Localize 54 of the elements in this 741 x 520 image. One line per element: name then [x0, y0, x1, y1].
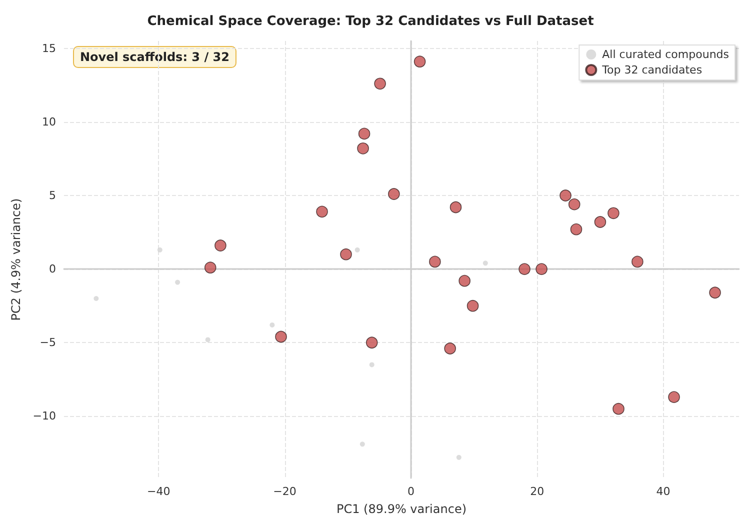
point: [204, 262, 216, 274]
chart-title: Chemical Space Coverage: Top 32 Candidates vs Full Dataset: [147, 14, 594, 29]
y-tick-label: −10: [32, 410, 56, 423]
point: [175, 280, 180, 285]
point: [157, 247, 162, 252]
point: [354, 247, 360, 252]
point: [594, 216, 606, 228]
y-tick-label: 10: [42, 115, 56, 128]
y-tick-label: 5: [49, 188, 56, 202]
point: [374, 78, 386, 90]
point: [340, 248, 352, 260]
x-tick-label: 40: [656, 485, 670, 498]
point: [360, 442, 365, 447]
annotation: Novel scaffolds: 3 / 32: [80, 50, 230, 64]
x-axis-title: PC1 (89.9% variance): [336, 502, 467, 516]
point: [612, 402, 624, 415]
point: [466, 300, 479, 312]
x-tick-label: −40: [147, 485, 170, 498]
point: [536, 263, 548, 275]
y-axis-title: PC2 (4.9% variance): [8, 198, 23, 321]
point: [632, 256, 644, 268]
point: [458, 274, 470, 287]
point: [366, 336, 378, 349]
point: [214, 240, 226, 252]
legend-label: All curated compounds: [602, 48, 730, 61]
point: [414, 56, 426, 68]
point: [560, 190, 572, 202]
point: [316, 206, 328, 218]
point: [709, 286, 721, 299]
point: [275, 330, 287, 343]
point: [570, 223, 582, 236]
point: [568, 198, 580, 210]
point: [369, 362, 374, 368]
point: [444, 342, 456, 354]
x-tick-label: −20: [273, 485, 296, 498]
point: [94, 296, 99, 301]
point: [429, 256, 441, 268]
x-tick-label: 0: [407, 485, 414, 498]
point: [205, 337, 210, 342]
point: [357, 142, 369, 154]
point: [668, 391, 680, 403]
point: [518, 263, 530, 275]
y-tick-label: 15: [42, 42, 56, 55]
point: [456, 454, 462, 460]
point: [450, 201, 462, 214]
y-tick-label: −5: [40, 336, 56, 350]
point: [270, 322, 275, 328]
point: [358, 128, 370, 140]
legend-label: Top 32 candidates: [601, 64, 702, 76]
point: [608, 207, 620, 220]
y-tick-label: 0: [49, 262, 56, 276]
x-tick-label: 20: [530, 485, 544, 498]
point: [482, 260, 488, 266]
point: [388, 188, 400, 200]
